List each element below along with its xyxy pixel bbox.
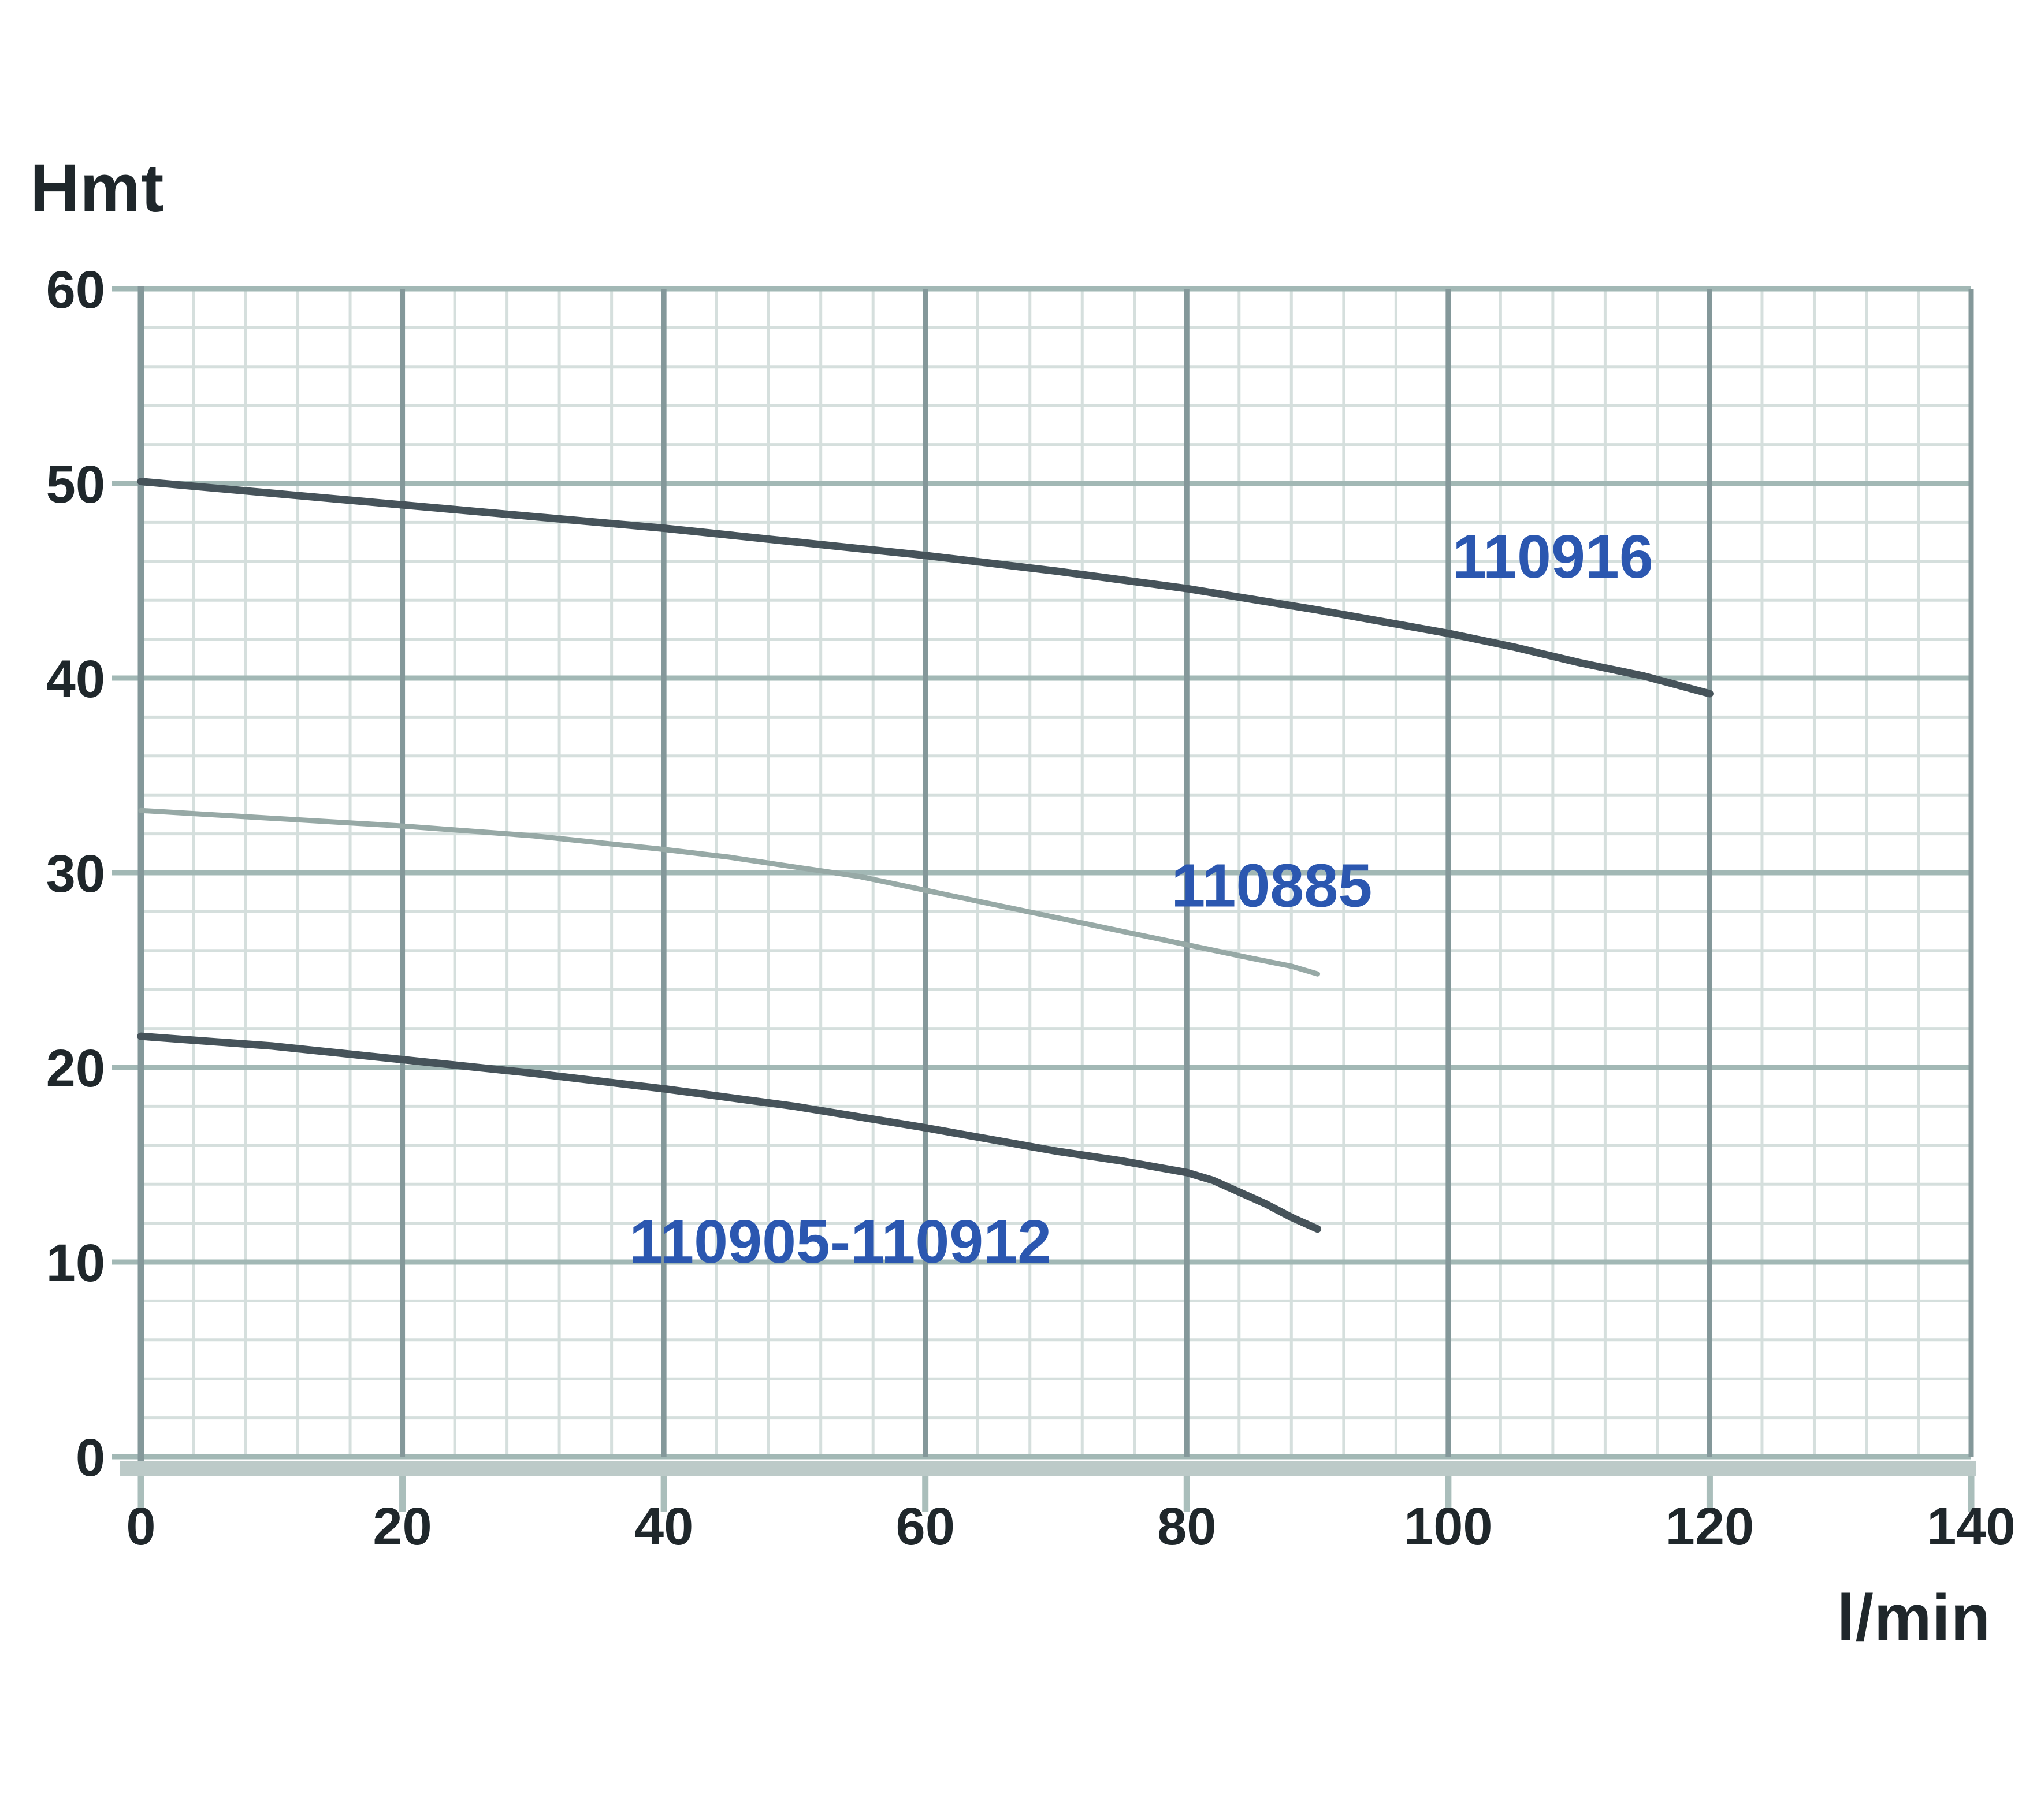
x-tick-label: 60 <box>896 1497 955 1556</box>
y-tick-label: 0 <box>76 1428 105 1487</box>
curve-label-110905-110912: 110905-110912 <box>629 1208 1051 1276</box>
curve-110885 <box>138 807 1321 977</box>
x-axis-band <box>120 1461 1976 1476</box>
x-tick-labels: 0 20 40 60 80 100 120 140 <box>126 1497 2015 1556</box>
y-axis-title: Hmt <box>30 150 165 226</box>
x-tick-label: 100 <box>1404 1497 1493 1556</box>
y-tick-label: 50 <box>46 455 105 514</box>
x-tick-label: 40 <box>634 1497 693 1556</box>
x-axis <box>120 1461 1976 1512</box>
x-tick-label: 80 <box>1157 1497 1216 1556</box>
curve-label-110916: 110916 <box>1452 523 1653 591</box>
curve-label-110885: 110885 <box>1171 851 1372 920</box>
curve-110905-110912 <box>137 1032 1322 1233</box>
y-tick-label: 30 <box>46 844 105 903</box>
y-tick-labels: 0 10 20 30 40 50 60 <box>46 260 105 1487</box>
x-axis-title: l/min <box>1837 1581 1991 1654</box>
y-tick-label: 10 <box>46 1234 105 1293</box>
x-tick-label: 120 <box>1666 1497 1755 1556</box>
grid-major <box>112 286 1974 1475</box>
curve-labels: 110916 110885 110905-110912 <box>629 523 1653 1276</box>
curves <box>137 478 1714 1233</box>
y-tick-label: 40 <box>46 650 105 709</box>
x-tick-label: 20 <box>373 1497 432 1556</box>
y-tick-label: 20 <box>46 1039 105 1098</box>
x-tick-label: 0 <box>126 1497 155 1556</box>
y-tick-label: 60 <box>46 260 105 319</box>
x-tick-label: 140 <box>1927 1497 2016 1556</box>
curve-110916 <box>137 478 1714 698</box>
